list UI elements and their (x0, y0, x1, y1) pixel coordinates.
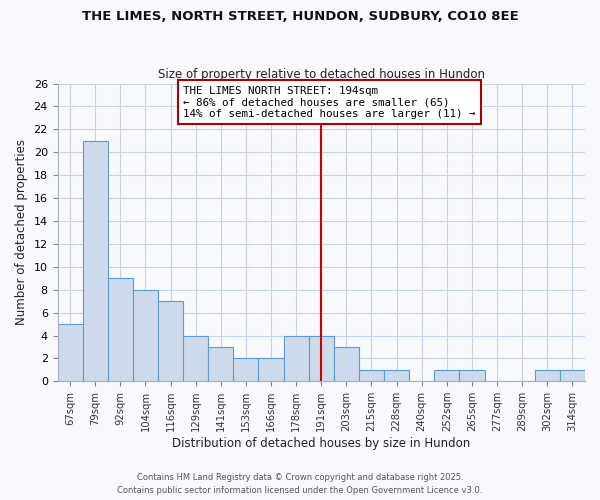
Bar (208, 347, 233, 382)
Bar (233, 358, 259, 382)
Bar (460, 370, 485, 382)
Bar (284, 336, 309, 382)
Bar (359, 370, 384, 382)
Bar (108, 278, 133, 382)
Text: Contains HM Land Registry data © Crown copyright and database right 2025.
Contai: Contains HM Land Registry data © Crown c… (118, 474, 482, 495)
X-axis label: Distribution of detached houses by size in Hundon: Distribution of detached houses by size … (172, 437, 470, 450)
Bar (158, 301, 183, 382)
Bar (334, 347, 359, 382)
Bar (58, 324, 83, 382)
Bar (83, 141, 108, 382)
Bar (434, 370, 460, 382)
Bar (133, 290, 158, 382)
Text: THE LIMES, NORTH STREET, HUNDON, SUDBURY, CO10 8EE: THE LIMES, NORTH STREET, HUNDON, SUDBURY… (82, 10, 518, 23)
Title: Size of property relative to detached houses in Hundon: Size of property relative to detached ho… (158, 68, 485, 81)
Bar (384, 370, 409, 382)
Bar (183, 336, 208, 382)
Text: THE LIMES NORTH STREET: 194sqm
← 86% of detached houses are smaller (65)
14% of : THE LIMES NORTH STREET: 194sqm ← 86% of … (183, 86, 476, 119)
Bar (309, 336, 334, 382)
Y-axis label: Number of detached properties: Number of detached properties (15, 140, 28, 326)
Bar (560, 370, 585, 382)
Bar (259, 358, 284, 382)
Bar (535, 370, 560, 382)
